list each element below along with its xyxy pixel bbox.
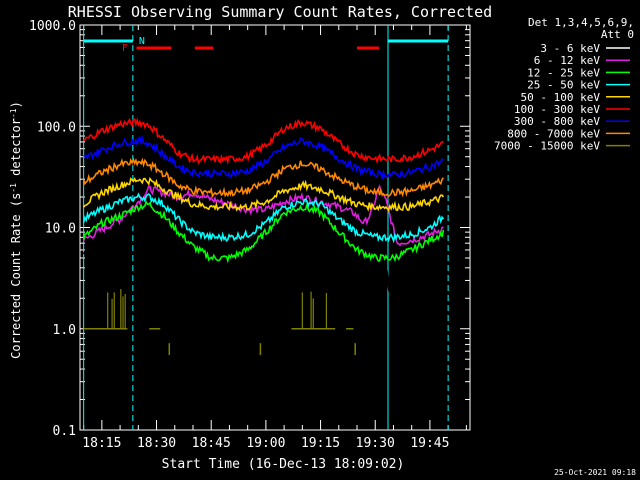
y-tick-label: 1.0 [53, 323, 76, 338]
y-tick-label: 10.0 [45, 222, 76, 237]
x-tick-label: 18:30 [137, 436, 176, 451]
series-line-0 [82, 188, 445, 296]
legend-label: 800 - 7000 keV [507, 127, 600, 140]
series-line-6 [83, 135, 444, 181]
legend-label: 100 - 300 keV [514, 103, 600, 116]
y-tick-label: 0.1 [53, 424, 76, 439]
x-axis-label: Start Time (16-Dec-13 18:09:02) [162, 457, 405, 472]
plot-frame [79, 24, 471, 431]
legend-label: 6 - 12 keV [534, 54, 601, 67]
timestamp: 25-Oct-2021 09:18 [554, 468, 636, 477]
x-tick-label: 19:30 [356, 436, 395, 451]
legend-label: 300 - 800 keV [514, 115, 600, 128]
series-line-2 [82, 200, 445, 264]
legend-label: 7000 - 15000 keV [494, 140, 600, 153]
legend-label: 12 - 25 keV [527, 66, 600, 79]
plot-area: 1000.0 100.0 10.0 1.0 0.1 18:15 18:30 18:45 19:0… [29, 19, 471, 451]
x-tick-label: 19:45 [410, 436, 449, 451]
chart-title: RHESSI Observing Summary Count Rates, Co… [68, 3, 492, 21]
x-tick-label: 18:45 [192, 436, 231, 451]
y-tick-label: 1000.0 [29, 19, 76, 34]
night-flag-label: N [139, 36, 145, 47]
y-axis-label: Corrected Count Rate (s-1 detector-1) [9, 101, 23, 359]
series-line-4 [82, 176, 445, 213]
legend-label: 3 - 6 keV [540, 42, 600, 55]
series-line-7 [82, 157, 445, 198]
series-line-5 [83, 117, 444, 165]
x-tick-label: 19:00 [246, 436, 285, 451]
y-tick-label: 100.0 [37, 120, 76, 135]
legend-label: 50 - 100 keV [521, 91, 601, 104]
series-line-3 [82, 192, 445, 244]
legend-label: 25 - 50 keV [527, 79, 600, 92]
legend-header-1: Det 1,3,4,5,6,9, [528, 16, 634, 29]
x-tick-label: 18:15 [82, 436, 121, 451]
flare-flag-label: F [122, 43, 128, 54]
legend-header-2: Att 0 [601, 28, 634, 41]
x-tick-label: 19:15 [301, 436, 340, 451]
